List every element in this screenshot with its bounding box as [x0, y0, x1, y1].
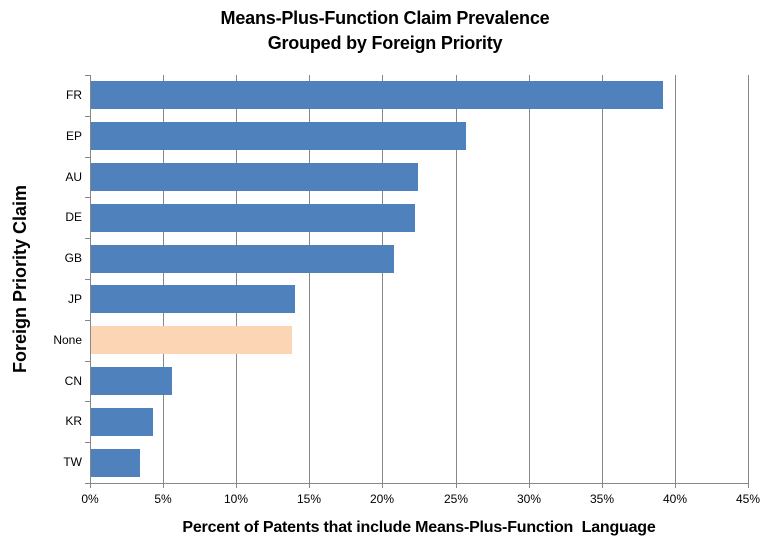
- category-label-cn: CN: [64, 374, 82, 388]
- y-axis-tick: [85, 483, 90, 484]
- y-axis-tick: [85, 361, 90, 362]
- x-axis-tick: [309, 484, 310, 488]
- gridline: [675, 75, 676, 483]
- x-axis-tick: [456, 484, 457, 488]
- bar-cn: [90, 367, 172, 395]
- x-tick-label-15pct: 15%: [296, 492, 322, 506]
- x-axis-tick: [602, 484, 603, 488]
- x-tick-label-0pct: 0%: [81, 492, 99, 506]
- x-tick-label-20pct: 20%: [369, 492, 395, 506]
- x-tick-label-40pct: 40%: [662, 492, 688, 506]
- gridline: [309, 75, 310, 483]
- y-axis-tick: [85, 320, 90, 321]
- chart-title-line1: Means-Plus-Function Claim Prevalence: [220, 8, 550, 28]
- x-tick-label-5pct: 5%: [154, 492, 172, 506]
- category-label-kr: KR: [65, 414, 82, 428]
- x-tick-label-25pct: 25%: [443, 492, 469, 506]
- category-label-de: DE: [65, 210, 82, 224]
- x-axis-tick: [90, 484, 91, 488]
- gridline: [529, 75, 530, 483]
- bar-ep: [90, 122, 466, 151]
- y-axis-tick: [85, 157, 90, 158]
- y-axis-title-text: Foreign Priority Claim: [9, 184, 30, 374]
- chart-title-line2: Grouped by Foreign Priority: [267, 33, 503, 53]
- category-label-none: None: [53, 333, 82, 347]
- category-label-tw: TW: [63, 455, 82, 469]
- gridline: [236, 75, 237, 483]
- gridline: [456, 75, 457, 483]
- x-tick-label-30pct: 30%: [516, 492, 542, 506]
- chart-title: Means-Plus-Function Claim Prevalence Gro…: [0, 6, 770, 56]
- bar-tw: [90, 448, 140, 477]
- category-label-ep: EP: [65, 129, 82, 143]
- x-axis-tick: [529, 484, 530, 488]
- bar-gb: [90, 244, 395, 273]
- bar-de: [90, 203, 415, 232]
- x-axis-tick: [675, 484, 676, 488]
- bar-au: [90, 163, 418, 191]
- bar-fr: [90, 81, 664, 110]
- gridline: [748, 75, 749, 483]
- y-axis-tick: [85, 75, 90, 76]
- y-axis-tick: [85, 238, 90, 239]
- bar-none: [90, 326, 292, 355]
- y-axis-tick: [85, 279, 90, 280]
- x-axis-title: Percent of Patents that include Means-Pl…: [182, 519, 656, 536]
- x-tick-label-10pct: 10%: [223, 492, 249, 506]
- y-axis-line: [90, 75, 91, 484]
- y-axis-tick: [85, 197, 90, 198]
- y-axis-tick: [85, 116, 90, 117]
- category-label-gb: GB: [64, 251, 82, 265]
- y-axis-tick: [85, 401, 90, 402]
- x-axis-tick: [382, 484, 383, 488]
- x-axis-tick: [748, 484, 749, 488]
- x-tick-label-45pct: 45%: [735, 492, 761, 506]
- x-axis-line: [90, 483, 749, 484]
- y-axis-tick: [85, 442, 90, 443]
- x-tick-label-35pct: 35%: [589, 492, 615, 506]
- category-label-jp: JP: [67, 292, 82, 306]
- gridline: [602, 75, 603, 483]
- x-axis-tick: [163, 484, 164, 488]
- category-label-fr: FR: [66, 88, 82, 102]
- plot-area: [90, 75, 749, 483]
- category-label-au: AU: [65, 170, 82, 184]
- gridline: [163, 75, 164, 483]
- gridline: [382, 75, 383, 483]
- bar-jp: [90, 285, 295, 314]
- bar-kr: [90, 407, 153, 436]
- x-axis-tick: [236, 484, 237, 488]
